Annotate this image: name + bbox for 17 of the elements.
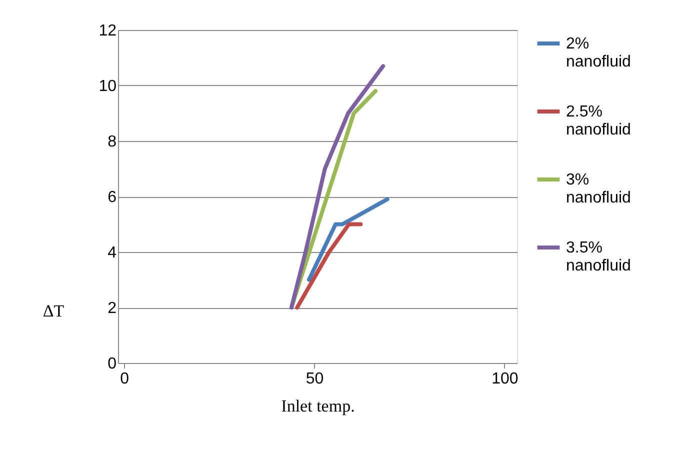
legend-label: 2.5% nanofluid: [566, 104, 631, 138]
y-tick-label: 6: [108, 189, 117, 206]
x-tick-label: 50: [306, 370, 324, 388]
x-axis-title: Inlet temp.: [281, 396, 355, 416]
line-series: [289, 64, 386, 310]
y-tick-label: 12: [98, 22, 117, 40]
y-tick-label: 8: [108, 134, 117, 150]
y-axis-title: ΔT: [42, 302, 65, 320]
y-tick-label: 10: [98, 78, 117, 95]
y-tick-label: 2: [108, 300, 117, 317]
legend-label: 3% nanofluid: [566, 172, 631, 206]
legend-label: 3.5% nanofluid: [566, 240, 631, 274]
x-tick-label: 100: [492, 370, 518, 388]
x-tick-label: 0: [120, 370, 130, 388]
y-tick-label: 4: [108, 244, 117, 262]
y-tick-label: 0: [108, 356, 117, 372]
legend-label: 2% nanofluid: [566, 36, 631, 70]
